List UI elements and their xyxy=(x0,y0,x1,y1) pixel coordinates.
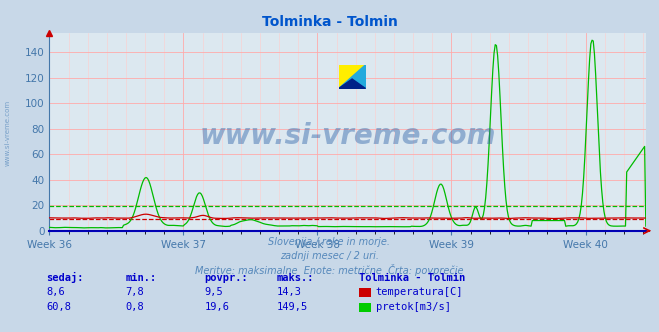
Text: sedaj:: sedaj: xyxy=(46,272,84,283)
Text: pretok[m3/s]: pretok[m3/s] xyxy=(376,302,451,312)
Text: maks.:: maks.: xyxy=(277,273,314,283)
Text: 149,5: 149,5 xyxy=(277,302,308,312)
Text: 7,8: 7,8 xyxy=(125,288,144,297)
Text: povpr.:: povpr.: xyxy=(204,273,248,283)
Text: temperatura[C]: temperatura[C] xyxy=(376,288,463,297)
Text: 60,8: 60,8 xyxy=(46,302,71,312)
Polygon shape xyxy=(339,65,366,89)
Text: 19,6: 19,6 xyxy=(204,302,229,312)
Text: 9,5: 9,5 xyxy=(204,288,223,297)
Text: Tolminka - Tolmin: Tolminka - Tolmin xyxy=(262,15,397,29)
Text: Tolminka - Tolmin: Tolminka - Tolmin xyxy=(359,273,465,283)
Polygon shape xyxy=(339,65,366,89)
Text: Meritve: maksimalne  Enote: metrične  Črta: povprečje: Meritve: maksimalne Enote: metrične Črta… xyxy=(195,264,464,276)
Text: www.si-vreme.com: www.si-vreme.com xyxy=(5,100,11,166)
Text: Slovenija / reke in morje.: Slovenija / reke in morje. xyxy=(268,237,391,247)
Text: www.si-vreme.com: www.si-vreme.com xyxy=(200,122,496,150)
Text: 0,8: 0,8 xyxy=(125,302,144,312)
Text: 14,3: 14,3 xyxy=(277,288,302,297)
Text: zadnji mesec / 2 uri.: zadnji mesec / 2 uri. xyxy=(280,251,379,261)
Text: min.:: min.: xyxy=(125,273,156,283)
Text: 8,6: 8,6 xyxy=(46,288,65,297)
Polygon shape xyxy=(339,79,366,89)
